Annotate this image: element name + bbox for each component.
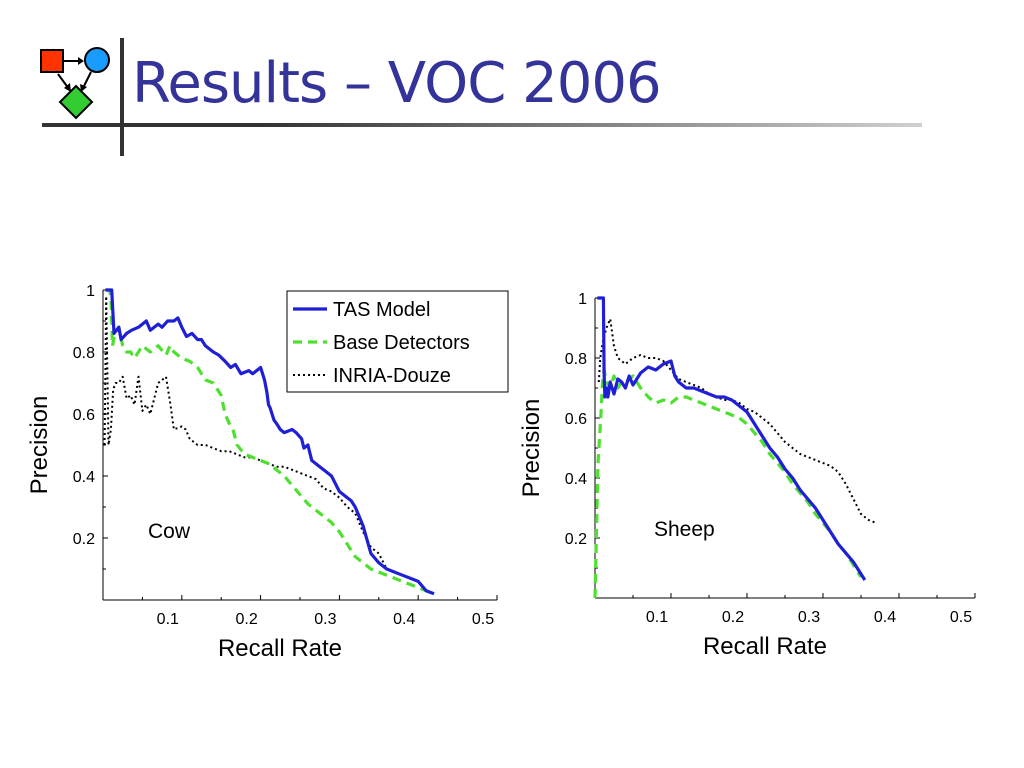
series-line-base-detectors [593,368,863,599]
legend-label: TAS Model [333,299,430,321]
y-tick-label: 0.6 [565,411,587,428]
green-diamond-icon [58,84,94,120]
series-line-tas-model [597,296,867,581]
x-tick-label: 0.2 [722,609,744,626]
x-axis-label: Recall Rate [703,633,827,660]
y-tick-label: 0.4 [73,469,95,486]
x-tick-label: 0.1 [157,611,179,628]
y-axis-label: Precision [518,399,545,498]
x-tick-label: 0.5 [472,611,494,628]
series-line-inria-douze [103,295,388,570]
x-tick-label: 0.1 [646,609,668,626]
x-tick-label: 0.2 [235,611,257,628]
series-line-inria-douze [597,318,877,524]
red-square-icon [40,49,64,73]
page-title: Results – VOC 2006 [132,51,662,116]
y-tick-label: 0.8 [565,351,587,368]
legend-label: Base Detectors [333,332,470,354]
title-horizontal-rule [42,123,922,127]
y-tick-label: 1 [86,283,95,300]
x-tick-label: 0.4 [393,611,415,628]
daphne-logo [40,47,110,120]
x-tick-label: 0.5 [950,609,972,626]
x-axis-label: Recall Rate [218,635,342,662]
y-tick-label: 1 [578,291,587,308]
chart-annotation: Cow [148,520,191,543]
y-tick-label: 0.4 [565,471,587,488]
y-axis-label: Precision [26,396,53,495]
blue-circle-icon [84,47,110,73]
y-tick-label: 0.2 [73,531,95,548]
series-line-tas-model [105,288,435,596]
title-vertical-rule [120,38,124,156]
y-tick-label: 0.6 [73,407,95,424]
y-tick-label: 0.2 [565,531,587,548]
x-tick-label: 0.3 [314,611,336,628]
legend-label: INRIA-Douze [333,365,451,387]
chart-cow: 0.1 0.2 0.3 0.4 0.5 0.2 0.4 0.6 0.8 1 Recall Rate P… [26,283,509,662]
chart-sheep: 0.1 0.2 0.3 0.4 0.5 0.2 0.4 0.6 0.8 1 Recall Rate P… [518,291,976,660]
chart-annotation: Sheep [654,518,715,541]
x-tick-label: 0.3 [798,609,820,626]
y-tick-label: 0.8 [73,345,95,362]
x-tick-label: 0.4 [874,609,896,626]
series-line-base-detectors [105,288,435,596]
